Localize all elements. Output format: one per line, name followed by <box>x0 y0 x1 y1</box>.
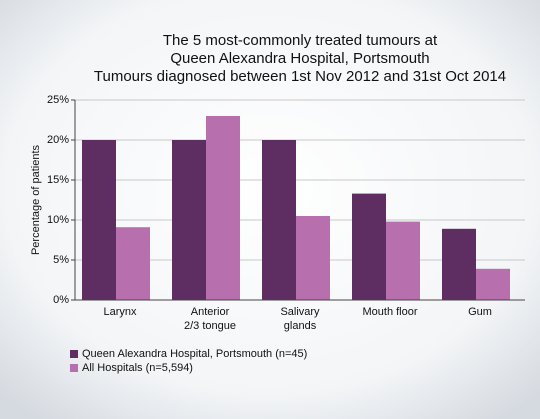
y-tick-label: 15% <box>47 174 69 186</box>
y-tick-label: 5% <box>53 254 69 266</box>
y-tick-label: 25% <box>47 94 69 106</box>
bar <box>296 216 330 300</box>
y-tick-label: 20% <box>47 134 69 146</box>
x-tick-label: Salivary glands <box>280 306 320 332</box>
legend-label: All Hospitals (n=5,594) <box>82 362 193 374</box>
x-tick-label: Larynx <box>103 306 137 318</box>
legend-swatch <box>70 364 78 372</box>
bar <box>476 268 510 300</box>
x-tick-label: Gum <box>468 306 492 318</box>
x-tick-label: Mouth floor <box>362 306 417 318</box>
legend-swatch <box>70 350 78 358</box>
bar <box>386 221 420 300</box>
bar <box>352 193 386 300</box>
x-tick-label: Anterior 2/3 tongue <box>184 306 236 332</box>
bar <box>172 140 206 300</box>
y-axis-title: Percentage of patients <box>30 144 42 255</box>
bar <box>442 228 476 300</box>
bar <box>82 140 116 300</box>
chart-title: Queen Alexandra Hospital, Portsmouth <box>170 50 429 67</box>
chart-title: Tumours diagnosed between 1st Nov 2012 a… <box>94 68 506 85</box>
legend-label: Queen Alexandra Hospital, Portsmouth (n=… <box>82 348 307 360</box>
bar <box>116 227 150 300</box>
y-tick-label: 10% <box>47 214 69 226</box>
chart-title: The 5 most-commonly treated tumours at <box>163 32 438 49</box>
bar <box>262 140 296 300</box>
y-tick-label: 0% <box>53 294 69 306</box>
bar <box>206 116 240 300</box>
